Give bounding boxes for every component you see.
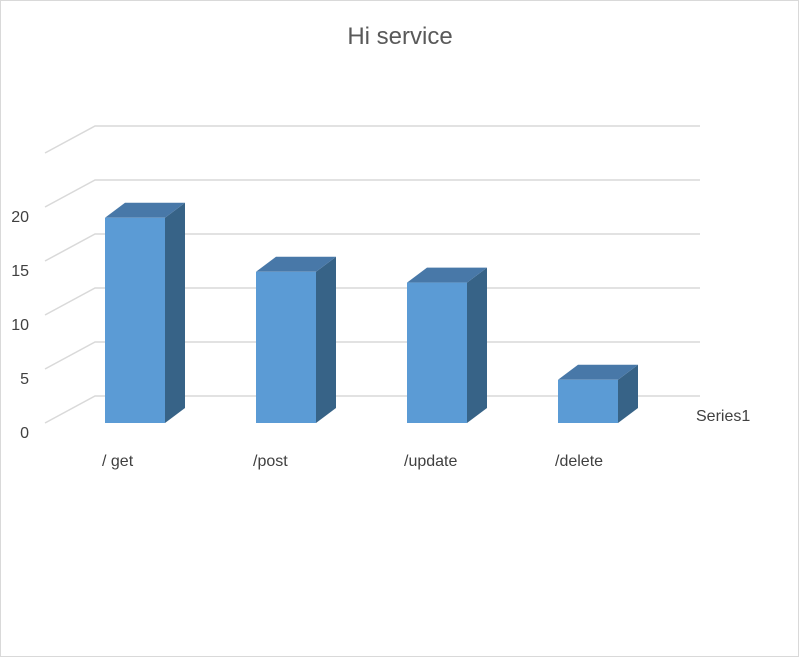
bar-top: [558, 364, 638, 380]
bars: [105, 202, 638, 423]
y-axis: 0 5 10 15 20: [11, 209, 29, 442]
bar-top: [256, 256, 336, 272]
bar-top: [407, 267, 487, 283]
bar: [558, 364, 638, 423]
x-tick-label: /post: [253, 453, 288, 470]
bar-side: [165, 202, 185, 423]
bar-top: [105, 202, 185, 218]
bar: [407, 267, 487, 423]
bar-front: [407, 282, 467, 423]
bar-front: [558, 379, 618, 423]
y-tick-label: 0: [20, 425, 29, 442]
gridline: [44, 287, 700, 316]
bar: [256, 256, 336, 423]
gridlines: [44, 125, 700, 424]
gridline: [44, 179, 700, 208]
bar-side: [316, 256, 336, 423]
bar-side: [618, 364, 638, 423]
x-tick-label: /delete: [555, 453, 603, 470]
gridline: [44, 341, 700, 370]
x-tick-label: /update: [404, 453, 457, 470]
gridline: [44, 395, 700, 424]
gridline: [44, 233, 700, 262]
gridline: [44, 125, 700, 154]
bar-side: [467, 267, 487, 423]
y-tick-label: 5: [20, 371, 29, 388]
bar: [105, 202, 185, 423]
y-tick-label: 20: [11, 209, 29, 226]
series-label: Series1: [696, 408, 750, 425]
y-tick-label: 10: [11, 317, 29, 334]
chart-title: Hi service: [347, 23, 452, 50]
bar-front: [256, 271, 316, 423]
y-tick-label: 15: [11, 263, 29, 280]
x-tick-label: / get: [102, 453, 134, 470]
bar-front: [105, 217, 165, 423]
x-axis: / get/post/update/delete: [102, 453, 603, 470]
